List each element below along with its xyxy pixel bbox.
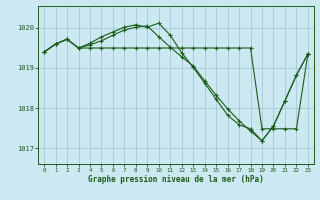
X-axis label: Graphe pression niveau de la mer (hPa): Graphe pression niveau de la mer (hPa): [88, 175, 264, 184]
